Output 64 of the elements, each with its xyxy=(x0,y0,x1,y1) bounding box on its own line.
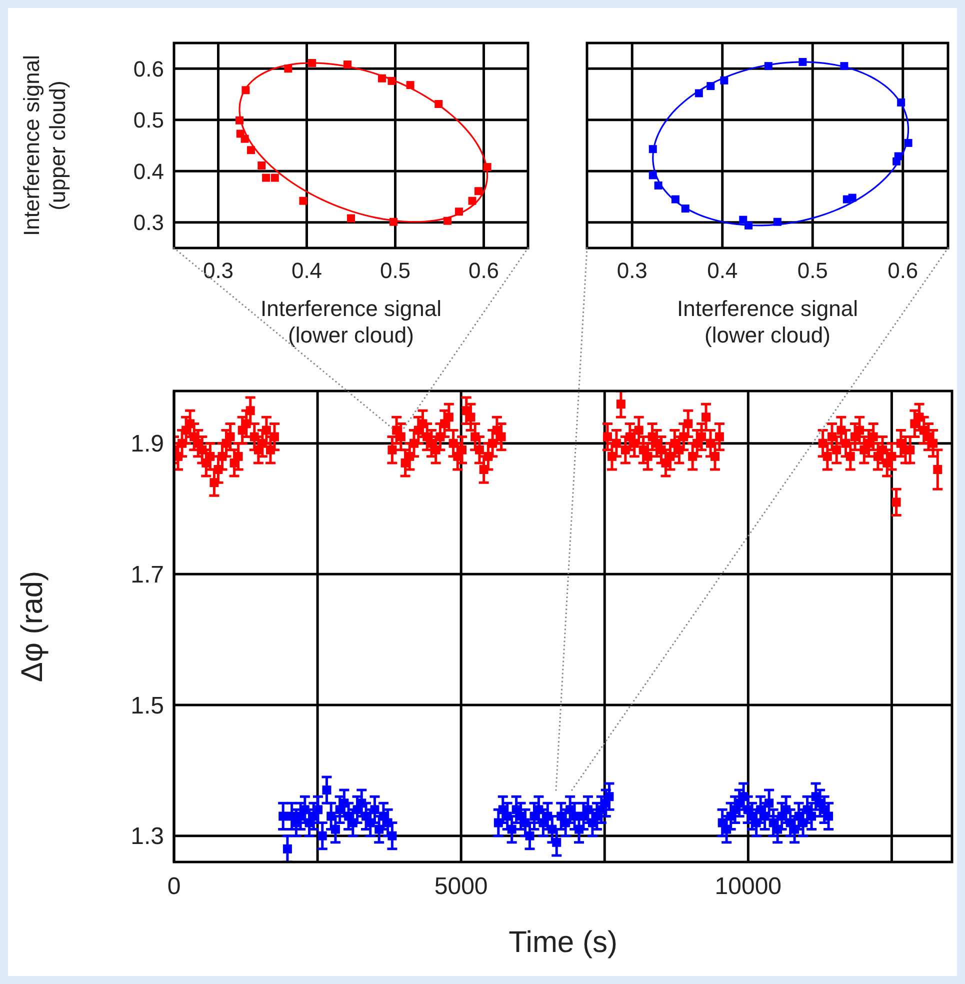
x-tick-label: 0.3 xyxy=(616,258,648,283)
point xyxy=(262,174,270,182)
x-axis-title: Interference signal (lower cloud) xyxy=(260,296,442,348)
point xyxy=(308,58,316,67)
point xyxy=(892,157,901,166)
y-tick-label: 1.3 xyxy=(130,823,164,850)
x-tick-label: 0.3 xyxy=(202,258,234,283)
point xyxy=(648,145,657,154)
point xyxy=(720,76,728,84)
x-tick-label: 0.4 xyxy=(291,258,322,283)
point xyxy=(389,218,398,226)
point xyxy=(246,146,255,154)
y-axis-title: Δφ (rad) xyxy=(16,570,49,682)
x-tick-label: 10000 xyxy=(714,873,782,900)
point xyxy=(671,195,680,204)
x-axis-title: Interference signal (lower cloud) xyxy=(677,296,858,348)
point xyxy=(258,161,266,170)
point xyxy=(443,216,452,225)
point xyxy=(406,81,414,90)
point xyxy=(706,82,715,90)
point xyxy=(764,62,772,70)
point xyxy=(694,89,703,98)
point xyxy=(284,64,292,73)
point xyxy=(848,194,856,202)
x-axis-title: Time (s) xyxy=(508,926,618,959)
point xyxy=(240,134,249,143)
x-tick-label: 5000 xyxy=(434,873,488,900)
x-tick-label: 0.5 xyxy=(797,258,828,283)
point xyxy=(840,62,848,70)
point xyxy=(343,60,352,69)
y-axis-title: Interference signal (upper cloud) xyxy=(18,55,70,236)
y-tick-label: 1.5 xyxy=(130,692,164,720)
point xyxy=(378,74,386,82)
x-tick-label: 0.6 xyxy=(468,258,500,283)
x-tick-label: 0 xyxy=(167,873,181,900)
point xyxy=(744,221,753,230)
point xyxy=(235,116,244,124)
point xyxy=(483,163,492,172)
point xyxy=(798,58,807,66)
point xyxy=(270,174,279,182)
point xyxy=(242,86,250,94)
y-tick-label: 0.5 xyxy=(133,108,164,133)
point xyxy=(681,204,690,213)
y-tick-label: 0.4 xyxy=(133,158,164,184)
point xyxy=(897,98,906,106)
x-tick-label: 0.6 xyxy=(888,258,918,283)
point xyxy=(347,214,355,222)
point xyxy=(739,216,748,224)
point xyxy=(454,208,463,216)
point xyxy=(388,76,396,85)
point xyxy=(904,138,912,147)
point xyxy=(773,218,782,226)
y-tick-label: 1.7 xyxy=(130,562,164,589)
point xyxy=(654,181,662,190)
point xyxy=(299,196,308,205)
point xyxy=(474,187,482,196)
point xyxy=(434,100,443,108)
point xyxy=(468,196,476,205)
y-tick-label: 0.6 xyxy=(133,56,164,82)
y-tick-label: 1.9 xyxy=(130,430,164,458)
x-tick-label: 0.4 xyxy=(707,258,738,283)
point xyxy=(648,171,657,180)
x-tick-label: 0.5 xyxy=(380,258,411,283)
y-tick-label: 0.3 xyxy=(133,210,164,236)
